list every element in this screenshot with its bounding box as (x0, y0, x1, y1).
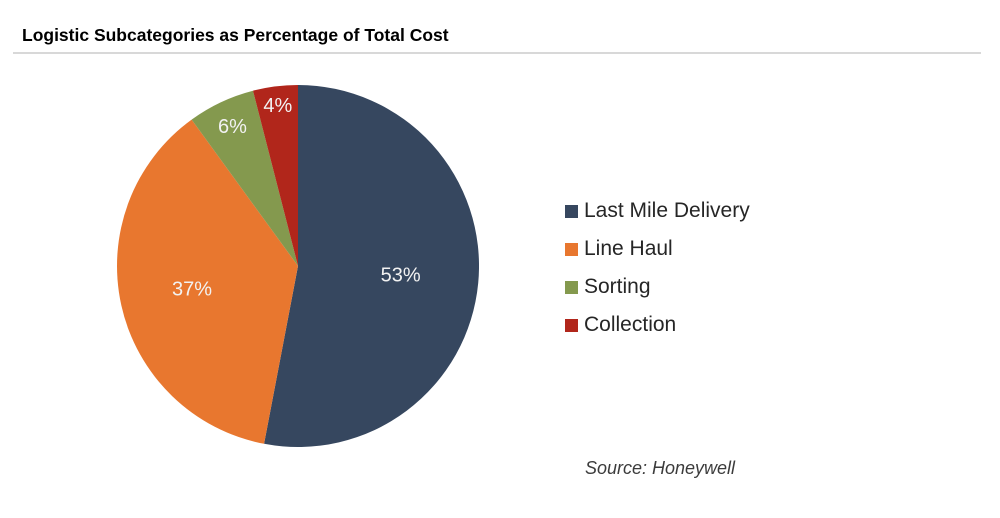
source-note: Source: Honeywell (584, 458, 736, 478)
data-label-line-haul: 37% (172, 279, 212, 301)
pie-slice-line-haul (117, 119, 298, 444)
data-label-sorting: 6% (218, 116, 247, 138)
pie-slice-collection (252, 85, 298, 266)
chart-title: Logistic Subcategories as Percentage of … (22, 25, 449, 45)
pie-slice-sorting (191, 90, 298, 266)
legend-swatch-collection (565, 318, 578, 332)
pie-slice-last-mile-delivery (264, 85, 479, 447)
legend-swatch-sorting (565, 280, 578, 294)
legend-item-sorting: Sorting (565, 268, 750, 306)
title-underline (13, 52, 981, 54)
legend: Last Mile Delivery Line Haul Sorting Collec… (565, 192, 750, 344)
legend-swatch-last-mile-delivery (565, 204, 578, 218)
legend-label: Sorting (584, 275, 651, 298)
legend-swatch-line-haul (565, 242, 578, 256)
legend-label: Line Haul (584, 237, 673, 260)
legend-label: Collection (584, 313, 677, 336)
legend-item-collection: Collection (565, 306, 750, 344)
data-label-last-mile-delivery: 53% (381, 265, 421, 287)
pie-chart: 53% 37% 6% 4% (117, 85, 479, 447)
legend-item-last-mile-delivery: Last Mile Delivery (565, 192, 750, 230)
data-label-collection: 4% (263, 95, 292, 117)
legend-label: Last Mile Delivery (584, 199, 750, 222)
legend-item-line-haul: Line Haul (565, 230, 750, 268)
